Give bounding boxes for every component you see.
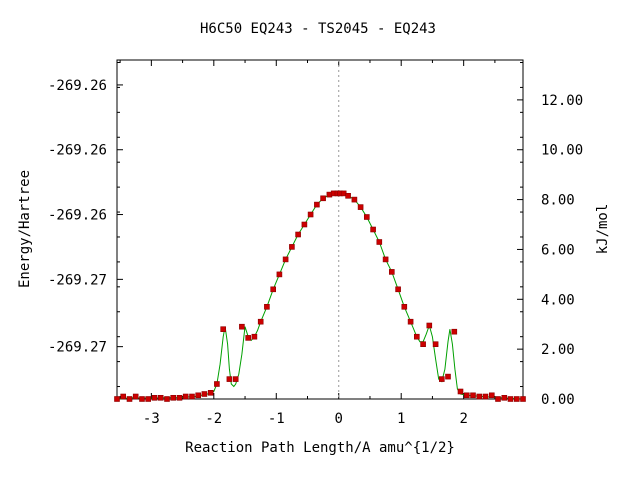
data-point xyxy=(214,381,220,387)
series-markers xyxy=(114,190,526,402)
data-point xyxy=(370,226,376,233)
data-point xyxy=(470,392,476,399)
right-tick-label: 12.00 xyxy=(541,93,583,109)
right-tick-label: 4.00 xyxy=(541,292,575,308)
data-point xyxy=(264,303,270,310)
data-point xyxy=(114,396,120,402)
data-point xyxy=(226,376,233,382)
data-point xyxy=(151,394,158,401)
data-point xyxy=(438,376,445,382)
data-point xyxy=(388,269,395,275)
data-point xyxy=(195,392,201,399)
x-tick-label: -1 xyxy=(268,411,285,427)
right-tick-label: 0.00 xyxy=(541,392,575,408)
data-point xyxy=(363,214,370,220)
data-point xyxy=(395,286,401,293)
left-tick-label: -269.26 xyxy=(48,208,107,224)
data-point xyxy=(314,201,320,208)
data-point xyxy=(220,326,226,333)
data-point xyxy=(270,286,277,293)
x-axis-label: Reaction Path Length/A amu^{1/2} xyxy=(185,440,455,456)
data-point xyxy=(376,239,383,245)
data-point xyxy=(251,333,258,340)
data-point xyxy=(239,323,245,330)
right-tick-label: 6.00 xyxy=(541,242,575,258)
data-point xyxy=(420,341,426,348)
data-point xyxy=(507,396,514,402)
data-point xyxy=(407,318,414,325)
data-point xyxy=(432,341,439,348)
data-point xyxy=(207,389,214,396)
data-point xyxy=(320,195,326,202)
data-point xyxy=(426,322,433,329)
right-axis-ticks: 0.00 2.00 4.00 6.00 8.00 10.00 12.00 xyxy=(517,93,583,408)
data-point xyxy=(463,392,470,399)
right-tick-label: 2.00 xyxy=(541,342,575,358)
data-point xyxy=(451,328,458,335)
data-point xyxy=(520,396,526,402)
data-point xyxy=(282,256,289,263)
plot-frame xyxy=(116,59,524,400)
x-tick-label: -2 xyxy=(205,411,222,427)
data-point xyxy=(413,333,420,340)
data-point xyxy=(445,373,451,380)
right-tick-label: 10.00 xyxy=(541,143,583,159)
data-point xyxy=(189,393,195,400)
data-point xyxy=(345,193,351,199)
series-curve xyxy=(116,192,524,400)
data-point xyxy=(476,393,483,400)
x-tick-label: -3 xyxy=(143,411,160,427)
data-point xyxy=(170,394,176,401)
data-point xyxy=(351,196,358,203)
data-point xyxy=(157,394,164,401)
data-point xyxy=(495,396,501,402)
left-tick-label: -269.27 xyxy=(48,340,107,356)
data-point xyxy=(301,221,308,228)
x-axis-ticks: -3 -2 -1 0 1 2 xyxy=(143,60,468,427)
data-point xyxy=(145,396,151,402)
data-point xyxy=(232,376,239,382)
chart-title: H6C50 EQ243 - TS2045 - EQ243 xyxy=(200,21,436,37)
data-point xyxy=(295,231,301,238)
data-point xyxy=(276,271,283,278)
x-tick-label: 0 xyxy=(335,411,343,427)
data-point xyxy=(126,396,133,402)
data-point xyxy=(457,388,464,395)
data-point xyxy=(289,244,295,250)
data-point xyxy=(182,393,189,400)
left-axis-ticks: -269.26 -269.26 -269.26 -269.27 -269.27 xyxy=(48,78,123,356)
right-tick-label: 8.00 xyxy=(541,193,575,209)
x-tick-label: 2 xyxy=(459,411,467,427)
data-point xyxy=(501,394,508,401)
data-point xyxy=(401,303,408,310)
minor-ticks xyxy=(117,60,523,399)
data-point xyxy=(176,394,183,401)
left-tick-label: -269.26 xyxy=(48,143,107,159)
data-point xyxy=(132,393,139,400)
data-point xyxy=(139,396,145,402)
left-tick-label: -269.27 xyxy=(48,272,107,288)
x-tick-label: 1 xyxy=(397,411,405,427)
data-point xyxy=(120,393,126,400)
left-tick-label: -269.26 xyxy=(48,78,107,94)
y-axis-label-right: kJ/mol xyxy=(595,204,611,255)
data-point xyxy=(307,211,314,218)
data-point xyxy=(488,392,495,399)
data-point xyxy=(245,335,251,341)
data-point xyxy=(257,318,264,325)
data-point xyxy=(164,396,170,402)
y-axis-label-left: Energy/Hartree xyxy=(17,170,33,288)
data-point xyxy=(201,391,208,397)
data-point xyxy=(513,396,520,402)
data-point xyxy=(357,204,364,210)
data-point xyxy=(382,256,389,263)
data-point xyxy=(482,393,489,400)
